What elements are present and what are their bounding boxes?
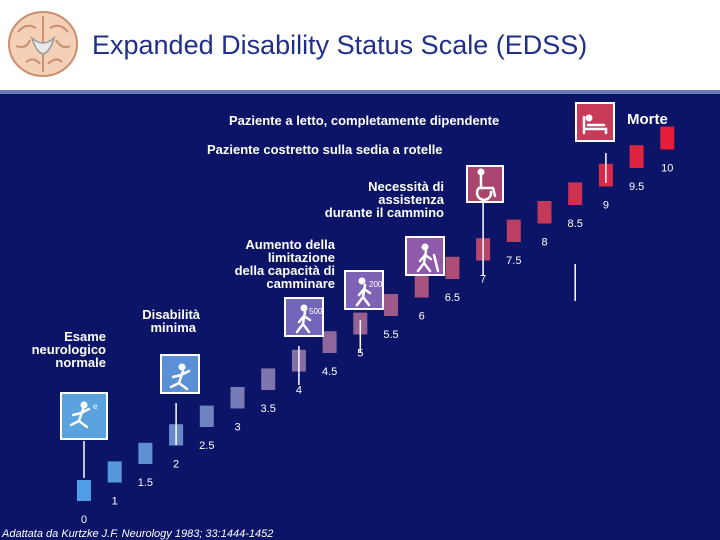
edss-bar-6.5 [445, 256, 460, 279]
edss-bar-4.5 [322, 331, 337, 353]
tick-label-1.5: 1.5 [138, 477, 153, 489]
walker-cane-icon [405, 236, 445, 276]
tick-label-4: 4 [296, 385, 302, 397]
tick-label-8.5: 8.5 [568, 218, 583, 230]
tick-label-6.5: 6.5 [445, 292, 460, 304]
edss-bar-10 [660, 126, 675, 150]
label-letto-dipendente: Paziente a letto, completamente dipenden… [229, 113, 500, 128]
tick-label-8: 8 [541, 237, 547, 249]
label-line: durante il cammino [324, 205, 444, 220]
tick-label-3: 3 [234, 422, 240, 434]
label-line: Aumento della [245, 237, 335, 252]
tick-label-9.5: 9.5 [629, 181, 644, 193]
label-line: Necessità di [368, 179, 444, 194]
tick-label-5: 5 [357, 348, 363, 360]
label-sedia-a-rotelle: Paziente costretto sulla sedia a rotelle [207, 142, 443, 157]
label-aumento-limitazione: Aumento della limitazione della capacità… [190, 238, 335, 290]
tick-label-2: 2 [173, 459, 179, 471]
runner-minima-icon [160, 354, 200, 394]
edss-bar-3 [230, 387, 245, 409]
tick-label-1: 1 [112, 496, 118, 508]
label-line: assistenza [378, 192, 444, 207]
label-line: limitazione [267, 250, 335, 265]
label-esame-neurologico-normale: Esame neurologico normale [0, 330, 106, 369]
label-line: neurologico [31, 342, 106, 357]
label-line: minima [150, 320, 196, 335]
edss-bar-1 [107, 461, 122, 483]
edss-bar-3.5 [261, 368, 276, 390]
edss-bar-9.5 [629, 145, 644, 168]
label-line: della capacità di [234, 263, 335, 278]
tick-label-10: 10 [661, 163, 673, 175]
label-necessita-assistenza: Necessità di assistenza durante il cammi… [280, 180, 444, 219]
walker-200-icon: 200 [344, 270, 384, 310]
header-divider [0, 90, 720, 94]
edss-bar-0 [77, 480, 91, 501]
bed-icon [575, 102, 615, 142]
tick-label-7.5: 7.5 [506, 255, 521, 267]
tick-label-4.5: 4.5 [322, 366, 337, 378]
label-line: Esame [64, 329, 106, 344]
edss-bar-8.5 [568, 182, 583, 205]
tick-label-5.5: 5.5 [383, 329, 398, 341]
edss-bar-1.5 [138, 442, 153, 464]
icon-label: 200 [369, 280, 383, 289]
wheelchair-icon [466, 165, 504, 203]
label-line: camminare [266, 276, 335, 291]
icon-label: 500 [309, 307, 323, 316]
tick-label-9: 9 [603, 200, 609, 212]
walker-500-icon: 500 [284, 297, 324, 337]
label-morte: Morte [627, 111, 668, 128]
runner-icon: e [60, 392, 108, 440]
icon-label: e [93, 402, 98, 411]
tick-label-6: 6 [419, 311, 425, 323]
edss-bar-5.5 [384, 294, 398, 316]
label-disabilita-minima: Disabilità minima [100, 308, 200, 334]
edss-bar-7.5 [506, 219, 521, 242]
tick-label-7: 7 [480, 274, 486, 286]
page-title: Expanded Disability Status Scale (EDSS) [92, 30, 588, 60]
edss-bar-6 [414, 275, 429, 298]
label-line: Disabilità [142, 307, 200, 322]
tick-label-0: 0 [81, 514, 87, 526]
tick-label-3.5: 3.5 [261, 403, 276, 415]
edss-bar-8 [537, 201, 552, 224]
brain-icon [8, 11, 78, 77]
label-line: normale [55, 355, 106, 370]
edss-chart: 011.522.533.544.555.566.577.588.599.510 … [60, 102, 675, 526]
tick-label-2.5: 2.5 [199, 440, 214, 452]
header: Expanded Disability Status Scale (EDSS) [0, 0, 720, 90]
edss-bar-2.5 [199, 405, 214, 427]
citation: Adattata da Kurtzke J.F. Neurology 1983;… [2, 528, 274, 540]
